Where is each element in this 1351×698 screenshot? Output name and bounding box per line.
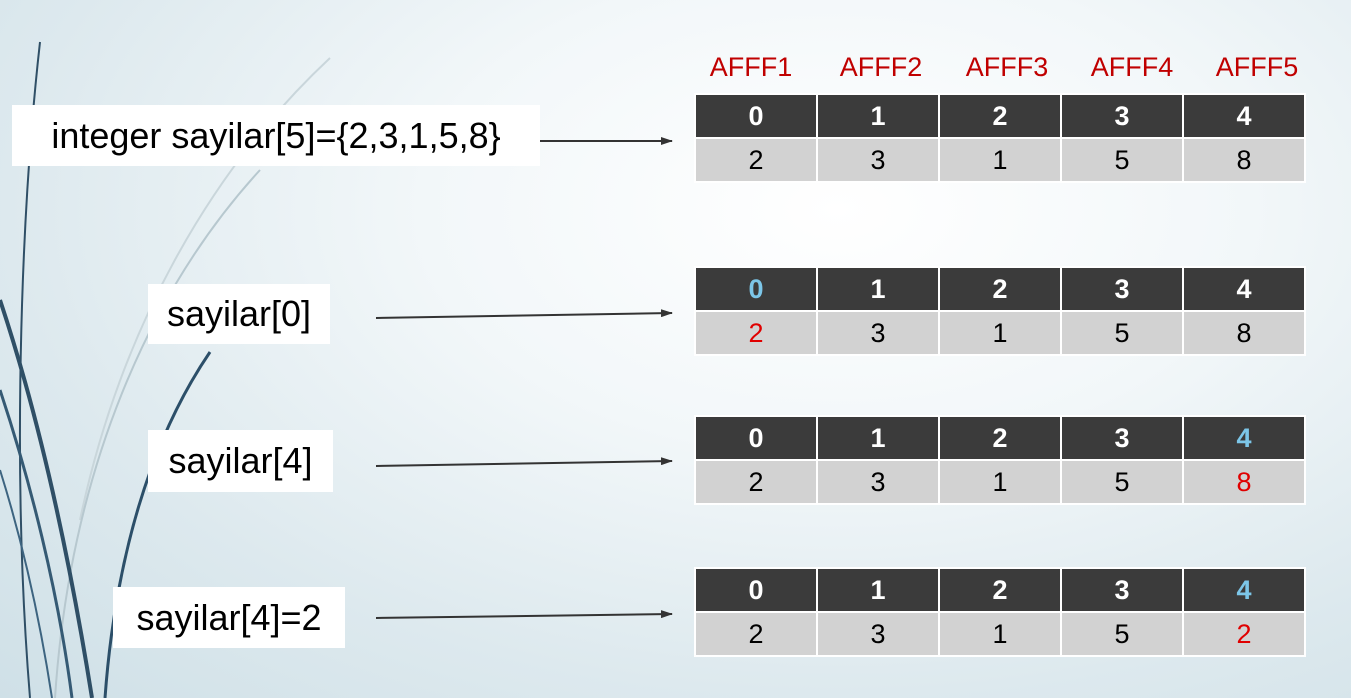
- index-cell: 2: [938, 415, 1062, 461]
- memory-address: AFFF4: [1090, 52, 1174, 82]
- access-label: sayilar[4]: [148, 430, 333, 492]
- index-cell: 2: [938, 93, 1062, 139]
- decorative-curve: [54, 169, 261, 698]
- value-cell: 5: [1060, 611, 1184, 657]
- value-cell-highlighted: 2: [694, 310, 818, 356]
- index-cell-highlighted: 0: [694, 266, 818, 312]
- memory-address: AFFF3: [965, 52, 1049, 82]
- value-cell: 5: [1060, 459, 1184, 505]
- index-cell: 3: [1060, 567, 1184, 613]
- declaration-label: integer sayilar[5]={2,3,1,5,8}: [12, 105, 540, 166]
- value-cell: 2: [694, 611, 818, 657]
- index-cell: 1: [816, 266, 940, 312]
- memory-address: AFFF5: [1215, 52, 1299, 82]
- index-cell: 2: [938, 567, 1062, 613]
- array-table: 0 1 2 3 4 2 3 1 5 8: [694, 266, 1306, 356]
- value-row: 2 3 1 5 8: [694, 459, 1306, 505]
- array-table: 0 1 2 3 4 2 3 1 5 8: [694, 415, 1306, 505]
- index-cell: 1: [816, 567, 940, 613]
- value-cell-highlighted: 2: [1182, 611, 1306, 657]
- index-cell-highlighted: 4: [1182, 567, 1306, 613]
- access-label: sayilar[0]: [148, 284, 330, 344]
- value-cell: 2: [694, 137, 818, 183]
- value-cell: 3: [816, 137, 940, 183]
- index-row: 0 1 2 3 4: [694, 266, 1306, 312]
- value-cell: 8: [1182, 310, 1306, 356]
- index-cell: 0: [694, 93, 818, 139]
- index-row: 0 1 2 3 4: [694, 93, 1306, 139]
- arrow: [375, 309, 673, 319]
- value-cell: 2: [694, 459, 818, 505]
- index-cell: 1: [816, 93, 940, 139]
- value-cell: 1: [938, 137, 1062, 183]
- value-row: 2 3 1 5 8: [694, 310, 1306, 356]
- index-cell: 3: [1060, 266, 1184, 312]
- index-cell: 4: [1182, 266, 1306, 312]
- value-cell: 5: [1060, 137, 1184, 183]
- value-row: 2 3 1 5 2: [694, 611, 1306, 657]
- index-cell: 3: [1060, 415, 1184, 461]
- array-table: 0 1 2 3 4 2 3 1 5 2: [694, 567, 1306, 657]
- index-cell: 4: [1182, 93, 1306, 139]
- value-cell: 3: [816, 310, 940, 356]
- decorative-curve: [103, 351, 212, 698]
- index-cell: 0: [694, 567, 818, 613]
- value-cell: 5: [1060, 310, 1184, 356]
- value-cell: 3: [816, 611, 940, 657]
- arrow: [375, 610, 673, 619]
- value-cell: 1: [938, 310, 1062, 356]
- index-cell: 2: [938, 266, 1062, 312]
- index-row: 0 1 2 3 4: [694, 567, 1306, 613]
- decorative-curve: [0, 389, 74, 698]
- assignment-label: sayilar[4]=2: [113, 587, 345, 648]
- memory-address: AFFF2: [839, 52, 923, 82]
- arrow: [375, 457, 673, 467]
- decorative-curve: [0, 299, 94, 698]
- value-cell: 1: [938, 459, 1062, 505]
- value-cell: 8: [1182, 137, 1306, 183]
- index-cell: 1: [816, 415, 940, 461]
- decorative-curve: [0, 469, 53, 698]
- index-cell: 0: [694, 415, 818, 461]
- array-table: 0 1 2 3 4 2 3 1 5 8: [694, 93, 1306, 183]
- index-cell-highlighted: 4: [1182, 415, 1306, 461]
- index-cell: 3: [1060, 93, 1184, 139]
- value-cell: 1: [938, 611, 1062, 657]
- value-row: 2 3 1 5 8: [694, 137, 1306, 183]
- value-cell-highlighted: 8: [1182, 459, 1306, 505]
- value-cell: 3: [816, 459, 940, 505]
- memory-address: AFFF1: [709, 52, 793, 82]
- index-row: 0 1 2 3 4: [694, 415, 1306, 461]
